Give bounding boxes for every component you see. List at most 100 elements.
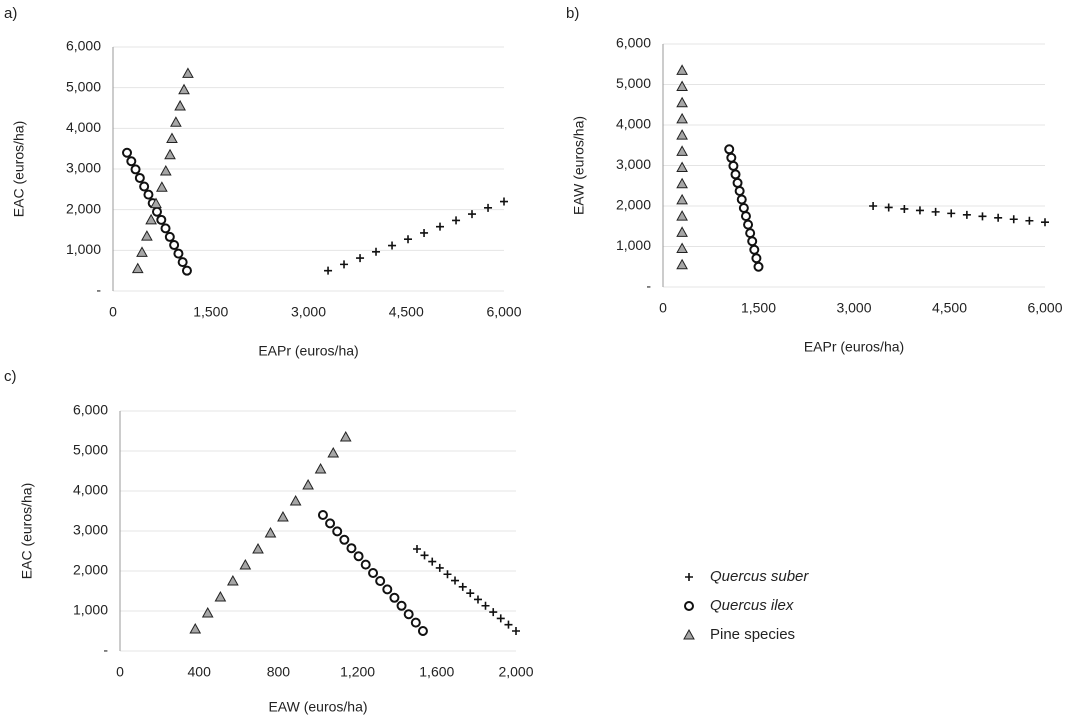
circle-marker (169, 240, 180, 251)
x-tick-label: 3,000 (836, 300, 871, 316)
x-tick-label: 1,500 (193, 304, 228, 320)
plus-marker (452, 216, 461, 225)
x-tick-label: 4,500 (932, 300, 967, 316)
circle-marker (410, 617, 421, 628)
y-tick-label: 5,000 (616, 75, 651, 91)
x-tick-label: 0 (116, 664, 124, 680)
circle-marker (728, 160, 739, 171)
x-tick-label: 1,200 (340, 664, 375, 680)
y-tick-label: 4,000 (66, 119, 101, 135)
plus-marker (1009, 215, 1018, 224)
triangle-marker (676, 112, 688, 124)
y-tick-label: 3,000 (73, 522, 108, 538)
plus-marker (504, 620, 513, 629)
triangle-marker (189, 622, 202, 634)
circle-marker (368, 568, 379, 578)
plus-marker (994, 213, 1003, 222)
y-tick-label: 2,000 (66, 200, 101, 216)
panel-label: b) (566, 5, 579, 22)
triangle-marker (314, 462, 327, 474)
plus-marker (1041, 218, 1049, 227)
circle-marker (325, 518, 336, 529)
legend-label: Quercus ilex (710, 597, 794, 614)
circle-marker (724, 144, 735, 155)
legend-marker (685, 573, 693, 581)
triangle-marker (239, 558, 252, 570)
y-tick-label: - (646, 278, 651, 294)
plus-marker (869, 202, 878, 210)
circle-marker (160, 223, 171, 234)
plus-marker (500, 197, 508, 206)
circle-marker (164, 231, 175, 242)
triangle-marker (676, 145, 688, 156)
triangle-marker (676, 161, 688, 173)
x-tick-label: 4,500 (389, 304, 424, 320)
plus-marker (356, 254, 365, 263)
triangle-marker (676, 80, 688, 92)
triangle-marker (170, 116, 182, 127)
x-tick-label: 2,000 (498, 664, 533, 680)
plus-marker (931, 207, 940, 216)
circle-marker (738, 203, 749, 214)
plus-marker (451, 576, 460, 585)
legend-label: Pine species (710, 626, 795, 643)
triangle-marker (159, 165, 172, 176)
triangle-marker (227, 574, 239, 586)
triangle-marker (174, 99, 186, 111)
panel-label: c) (4, 368, 17, 385)
triangle-marker (136, 246, 148, 257)
plus-marker (420, 551, 429, 560)
y-tick-label: - (103, 642, 108, 658)
triangle-marker (164, 148, 176, 160)
x-axis-label: EAW (euros/ha) (268, 699, 367, 715)
circle-marker (743, 219, 754, 230)
y-tick-label: 3,000 (616, 156, 651, 172)
circle-marker (173, 248, 184, 259)
triangle-marker (676, 96, 688, 108)
y-tick-label: 6,000 (616, 35, 651, 51)
circle-marker (751, 253, 762, 264)
circle-marker (375, 576, 386, 586)
triangle-marker (676, 129, 688, 140)
circle-marker (317, 510, 328, 520)
circle-marker (734, 186, 745, 197)
y-axis-label: EAW (euros/ha) (571, 116, 587, 215)
circle-marker (749, 244, 760, 255)
y-axis-label: EAC (euros/ha) (11, 121, 27, 217)
triangle-marker (131, 262, 144, 274)
triangle-marker (289, 494, 302, 506)
circle-marker (740, 211, 751, 222)
plus-marker (884, 203, 893, 212)
legend-marker (683, 628, 695, 640)
triangle-marker (676, 258, 688, 270)
plus-marker (947, 209, 956, 218)
plus-marker (481, 601, 490, 610)
triangle-marker (676, 64, 688, 75)
circle-marker (332, 526, 343, 537)
x-tick-label: 3,000 (291, 304, 326, 320)
circle-marker (346, 543, 357, 554)
y-tick-label: 1,000 (66, 241, 101, 257)
legend-marker (684, 601, 694, 611)
circle-marker (732, 177, 743, 188)
triangle-marker (264, 526, 277, 538)
circle-marker (736, 194, 747, 205)
triangle-marker (676, 193, 688, 205)
plus-marker (388, 241, 397, 250)
circle-marker (143, 189, 154, 200)
circle-marker (389, 592, 400, 603)
y-tick-label: - (96, 282, 101, 298)
y-tick-label: 3,000 (66, 160, 101, 176)
x-axis-label: EAPr (euros/ha) (258, 343, 358, 359)
triangle-marker (182, 67, 194, 78)
x-tick-label: 1,500 (741, 300, 776, 316)
plus-marker (962, 210, 971, 219)
triangle-marker (676, 177, 688, 189)
y-tick-label: 5,000 (73, 442, 108, 458)
circle-marker (126, 156, 137, 167)
plus-marker (435, 563, 444, 572)
y-tick-label: 4,000 (73, 482, 108, 498)
circle-marker (177, 257, 188, 268)
plus-marker (420, 228, 429, 237)
circle-marker (417, 626, 428, 636)
